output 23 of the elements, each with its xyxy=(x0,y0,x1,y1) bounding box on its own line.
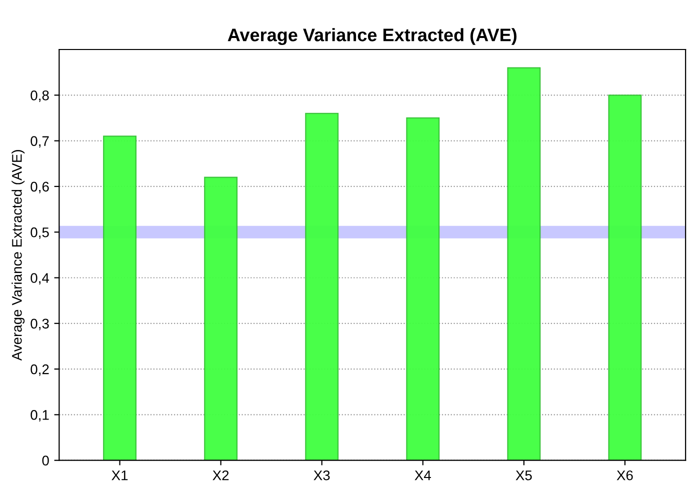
y-tick-label: 0,5 xyxy=(30,227,49,239)
chart-title: Average Variance Extracted (AVE) xyxy=(228,28,516,45)
bar xyxy=(305,112,339,460)
bar xyxy=(103,136,136,460)
bar xyxy=(204,176,238,460)
x-tick-label: X3 xyxy=(314,470,330,480)
x-tick-label: X6 xyxy=(616,470,633,480)
y-tick-label: 0,3 xyxy=(30,318,49,330)
x-tick-label: X5 xyxy=(516,470,532,480)
y-tick-label: 0,8 xyxy=(30,90,49,102)
y-axis-title: Average Variance Extracted (AVE) xyxy=(12,150,25,361)
x-tick-label: X2 xyxy=(212,470,229,480)
y-tick-label: 0,6 xyxy=(30,182,49,194)
x-tick-label: X4 xyxy=(414,470,431,480)
bar xyxy=(608,94,642,460)
y-tick-label: 0,1 xyxy=(30,410,49,422)
bar xyxy=(406,117,440,460)
y-tick-label: 0,4 xyxy=(30,273,50,285)
y-tick-label: 0 xyxy=(42,456,49,466)
bar xyxy=(507,67,541,460)
y-tick-label: 0,2 xyxy=(30,364,49,376)
x-tick-label: X1 xyxy=(112,470,128,480)
y-tick-label: 0,7 xyxy=(30,136,49,148)
